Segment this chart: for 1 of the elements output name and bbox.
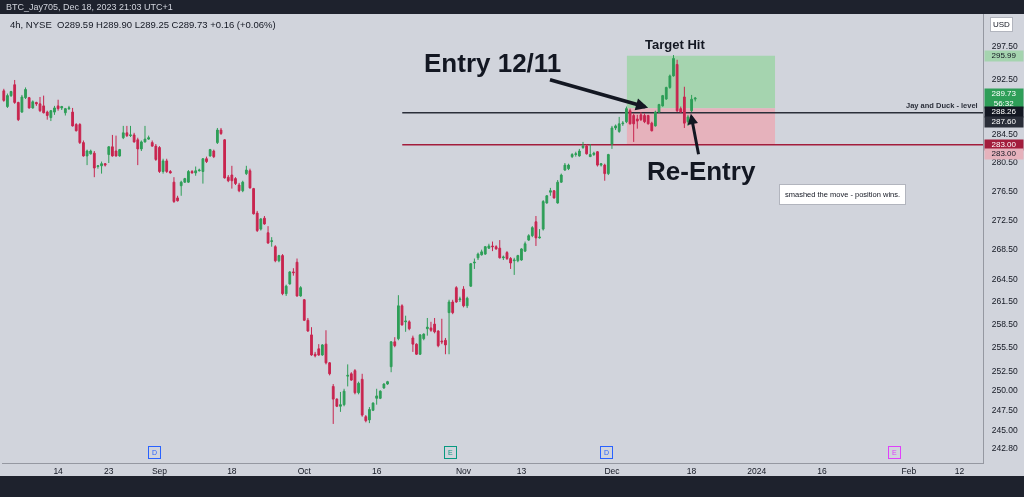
candlestick	[2, 88, 6, 103]
